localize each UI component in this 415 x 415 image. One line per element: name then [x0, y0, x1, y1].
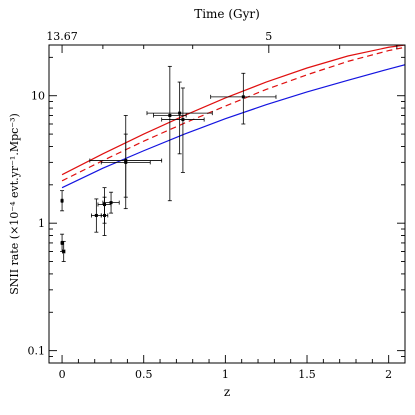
- data-point: [102, 191, 120, 214]
- data-point: [100, 196, 109, 236]
- data-marker: [60, 241, 64, 245]
- data-marker: [181, 118, 185, 122]
- y-axis-label: SNII rate (×10⁻⁴ evt.yr⁻¹.Mpc⁻³): [8, 113, 21, 295]
- data-point: [210, 72, 277, 125]
- top-tick-label: 13.67: [46, 30, 78, 43]
- plot-frame: [48, 44, 406, 364]
- x-tick-label: 1.5: [298, 368, 316, 381]
- data-point: [61, 240, 66, 262]
- data-point: [153, 65, 187, 202]
- model-curve-2: [61, 46, 405, 182]
- y-tick-label: 10: [31, 90, 45, 103]
- top-axis-label: Time (Gyr): [194, 7, 260, 21]
- y-tick-label: 0.1: [28, 345, 46, 358]
- data-marker: [60, 199, 64, 203]
- axes: 0 0.5 1 1.5 2 13.67 5 0.1 1 10: [28, 30, 406, 381]
- data-marker: [168, 113, 172, 117]
- model-curve-1: [61, 45, 405, 176]
- data-point: [161, 87, 205, 173]
- data-point: [91, 198, 102, 233]
- data-marker: [103, 213, 107, 217]
- top-tick-label: 5: [265, 30, 272, 43]
- x-tick-label: 0: [59, 368, 66, 381]
- data-marker: [94, 213, 98, 217]
- data-marker: [124, 160, 128, 164]
- data-point: [100, 133, 151, 210]
- data-point: [146, 81, 213, 155]
- data-marker: [62, 249, 66, 253]
- data-marker: [109, 201, 113, 205]
- x-tick-label: 2: [385, 368, 392, 381]
- model-curve-3: [61, 64, 405, 189]
- data-marker: [178, 111, 182, 115]
- x-axis-label: z: [224, 385, 230, 399]
- plot-area: [60, 45, 405, 262]
- data-point: [60, 190, 65, 212]
- x-tick-label: 1: [222, 368, 229, 381]
- data-marker: [241, 95, 245, 99]
- y-tick-label: 1: [38, 217, 45, 230]
- x-tick-label: 0.5: [135, 368, 153, 381]
